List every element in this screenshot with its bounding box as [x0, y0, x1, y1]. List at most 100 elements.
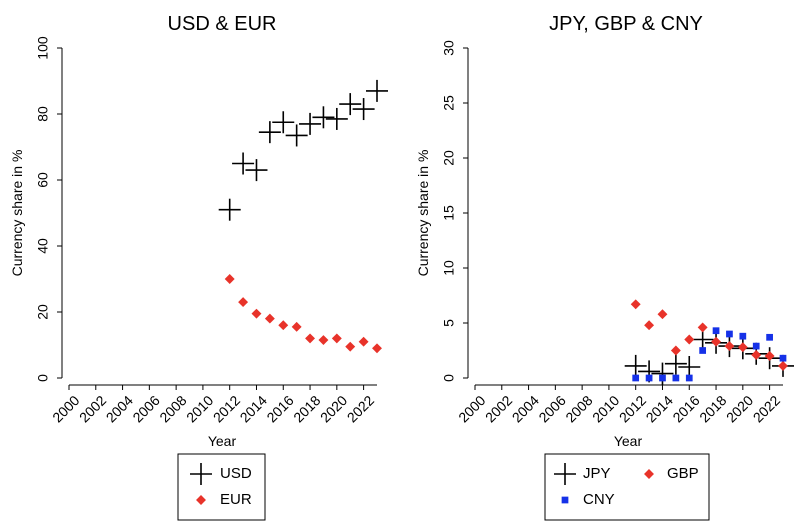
data-point-eur [345, 341, 356, 352]
x-tick-label: 2010 [183, 392, 216, 425]
data-point-cny [752, 342, 760, 350]
data-point-cny [712, 327, 720, 335]
x-tick-label: 2020 [317, 392, 350, 425]
data-point-jpy [664, 352, 687, 375]
x-tick-label: 2018 [290, 392, 323, 425]
data-point-eur [372, 343, 382, 354]
x-tick-label: 2004 [103, 392, 136, 425]
x-tick-label: 2016 [263, 392, 296, 425]
data-point-jpy [624, 354, 647, 377]
legend: JPY GBP CNY [544, 453, 710, 521]
x-tick-label: 2014 [237, 392, 270, 425]
x-tick-label: 2014 [643, 392, 676, 425]
data-point-eur [318, 335, 329, 346]
y-tick-label: 80 [35, 106, 51, 122]
y-tick-label: 40 [35, 238, 51, 254]
x-tick-label: 2016 [669, 392, 702, 425]
x-tick-label: 2008 [562, 392, 595, 425]
x-tick-label: 2012 [210, 392, 243, 425]
x-axis-label: Year [208, 433, 237, 449]
data-point-cny [672, 374, 680, 382]
data-point-usd [272, 111, 295, 134]
x-tick-label: 2012 [616, 392, 649, 425]
x-tick-label: 2006 [129, 392, 162, 425]
y-axis-label: Currency share in % [9, 150, 25, 277]
x-axis-label: Year [614, 433, 643, 449]
legend-label-jpy: JPY [583, 465, 611, 482]
x-tick-label: 2002 [76, 392, 109, 425]
x-tick-label: 2004 [509, 392, 542, 425]
x-tick-label: 2006 [535, 392, 568, 425]
data-point-usd [325, 107, 348, 130]
data-point-usd [218, 198, 241, 221]
data-point-jpy [678, 356, 701, 378]
data-point-eur [331, 333, 342, 344]
x-tick-label: 2018 [696, 392, 729, 425]
data-point-usd [245, 159, 268, 182]
x-tick-label: 2010 [589, 392, 622, 425]
legend-label-usd: USD [220, 465, 252, 482]
data-point-usd [232, 152, 255, 175]
data-point-gbp [751, 349, 762, 360]
y-tick-label: 0 [441, 374, 457, 382]
x-tick-label: 2008 [156, 392, 189, 425]
data-point-usd [366, 79, 388, 102]
y-tick-label: 0 [35, 374, 51, 382]
data-point-eur [291, 321, 302, 332]
legend-label-eur: EUR [220, 491, 252, 508]
data-point-cny [779, 354, 787, 362]
data-point-usd [258, 121, 281, 144]
data-point-gbp [684, 334, 695, 345]
data-point-gbp [764, 351, 775, 361]
data-point-cny [726, 330, 733, 338]
data-point-eur [305, 333, 316, 344]
data-point-gbp [630, 299, 641, 310]
data-point-gbp [670, 345, 681, 356]
data-point-eur [224, 274, 235, 284]
data-point-gbp [724, 341, 735, 352]
y-tick-label: 10 [441, 260, 457, 276]
data-point-cny [739, 332, 747, 340]
y-tick-label: 100 [35, 36, 51, 60]
chart-panel-jpy-gbp-cny: JPY, GBP & CNY 0 5 10 15 20 25 30 Currency share… [415, 13, 794, 521]
x-tick-label: 2022 [344, 392, 377, 425]
data-point-gbp [697, 322, 708, 333]
data-point-gbp [737, 342, 748, 353]
data-point-cny [766, 333, 773, 341]
data-point-eur [278, 320, 289, 331]
data-point-eur [238, 297, 249, 308]
data-point-cny [645, 374, 653, 382]
chart-title: USD & EUR [168, 13, 277, 35]
y-tick-label: 25 [441, 95, 457, 111]
data-point-cny [699, 347, 707, 354]
x-tick-label: 2000 [49, 392, 82, 425]
data-point-usd [285, 124, 308, 147]
y-tick-label: 15 [441, 205, 457, 221]
chart-title: JPY, GBP & CNY [549, 13, 703, 35]
legend: USD EUR [177, 453, 266, 521]
legend-marker-jpy [554, 463, 576, 485]
y-tick-label: 60 [35, 172, 51, 188]
y-tick-label: 20 [441, 150, 457, 166]
data-point-usd [339, 93, 362, 116]
x-tick-label: 2000 [455, 392, 488, 425]
x-tick-label: 2022 [750, 392, 783, 425]
data-point-usd [312, 106, 335, 129]
x-tick-label: 2020 [723, 392, 756, 425]
data-point-eur [251, 308, 262, 319]
data-point-gbp [778, 360, 788, 371]
data-point-eur [264, 313, 275, 324]
legend-box [177, 453, 266, 521]
y-tick-label: 30 [441, 40, 457, 56]
legend-marker-cny [561, 496, 569, 504]
data-point-gbp [644, 320, 655, 331]
chart-panel-usd-eur: USD & EUR 0 20 40 60 80 100 Currency share in %… [9, 13, 388, 521]
x-tick-label: 2002 [482, 392, 515, 425]
data-point-eur [358, 336, 369, 347]
legend-marker-eur [196, 495, 206, 505]
legend-label-cny: CNY [583, 491, 615, 508]
legend-label-gbp: GBP [667, 465, 699, 482]
y-axis-label: Currency share in % [415, 150, 431, 277]
data-point-cny [632, 374, 640, 382]
